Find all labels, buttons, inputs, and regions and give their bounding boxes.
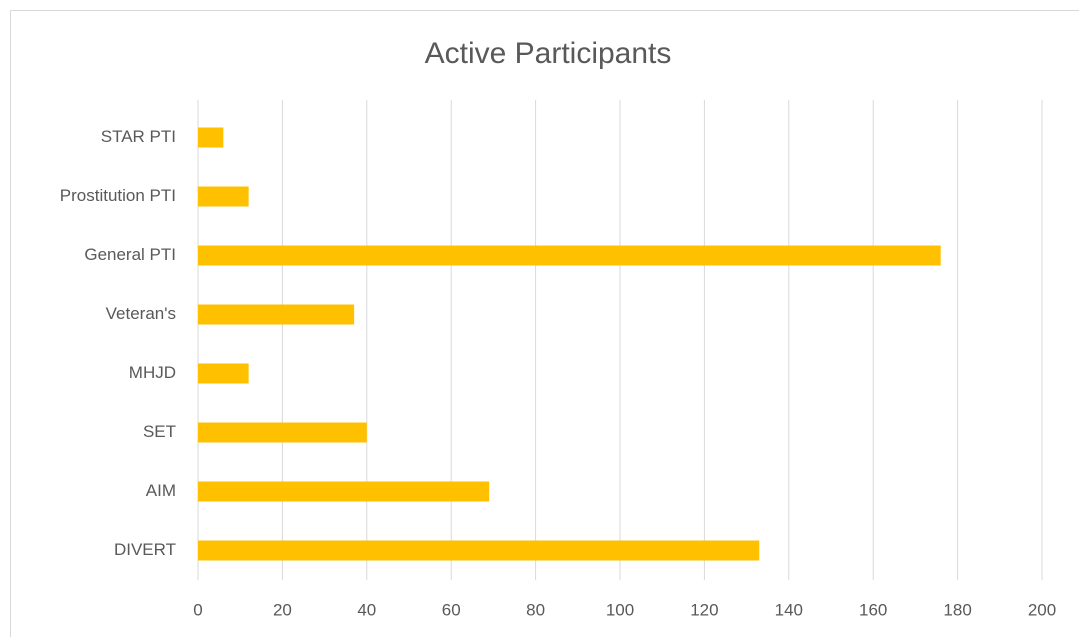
bar <box>198 363 249 384</box>
x-tick-label: 60 <box>442 600 461 619</box>
y-tick-label: SET <box>143 422 176 441</box>
y-tick-label: STAR PTI <box>101 127 176 146</box>
chart-title: Active Participants <box>425 37 672 70</box>
chart-border <box>10 10 1079 637</box>
x-tick-label: 120 <box>690 600 718 619</box>
x-tick-label: 140 <box>775 600 803 619</box>
bar <box>198 304 355 325</box>
bar <box>198 422 367 443</box>
bar <box>198 186 249 207</box>
y-tick-label: General PTI <box>84 245 176 264</box>
x-tick-label: 0 <box>193 600 202 619</box>
x-tick-label: 80 <box>526 600 545 619</box>
y-tick-label: MHJD <box>129 363 176 382</box>
bar <box>198 245 941 266</box>
y-tick-label: AIM <box>146 481 176 500</box>
x-tick-label: 180 <box>943 600 971 619</box>
bar <box>198 481 490 502</box>
x-tick-label: 40 <box>357 600 376 619</box>
bar <box>198 540 760 561</box>
bar <box>198 127 224 148</box>
y-tick-label: Prostitution PTI <box>60 186 176 205</box>
x-tick-label: 200 <box>1028 600 1056 619</box>
y-tick-label: Veteran's <box>106 304 176 323</box>
x-tick-label: 20 <box>273 600 292 619</box>
x-tick-label: 160 <box>859 600 887 619</box>
y-tick-label: DIVERT <box>114 540 176 559</box>
x-tick-label: 100 <box>606 600 634 619</box>
